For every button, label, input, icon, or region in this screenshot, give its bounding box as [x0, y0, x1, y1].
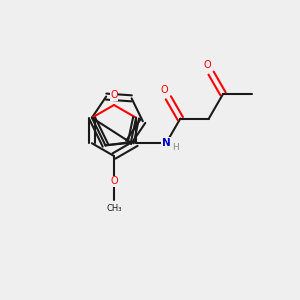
- Text: O: O: [204, 60, 211, 70]
- Text: N: N: [162, 138, 170, 148]
- Text: CH₃: CH₃: [106, 204, 122, 213]
- Text: O: O: [110, 176, 118, 187]
- Text: H: H: [172, 143, 178, 152]
- Text: O: O: [161, 85, 169, 95]
- Text: O: O: [110, 91, 118, 100]
